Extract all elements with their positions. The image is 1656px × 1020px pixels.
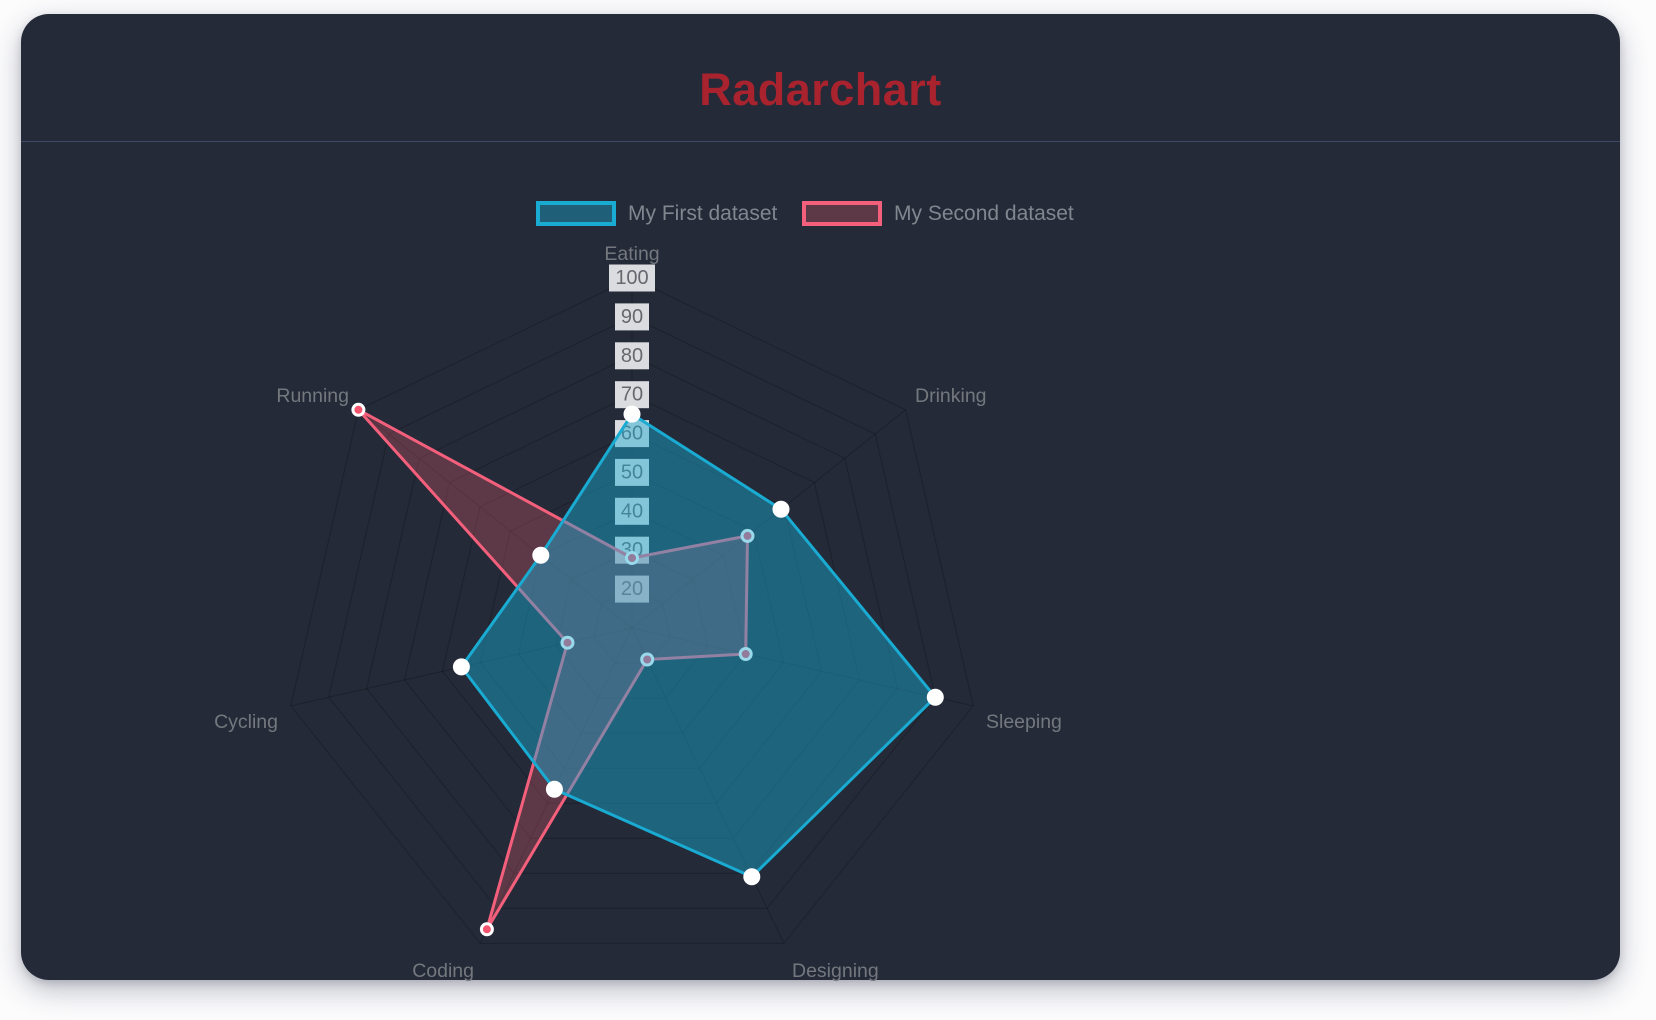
data-point bbox=[623, 405, 641, 423]
legend-item-first-dataset[interactable]: My First dataset bbox=[536, 201, 777, 226]
data-point bbox=[479, 922, 494, 937]
svg-text:100: 100 bbox=[615, 267, 648, 289]
axis-label-designing: Designing bbox=[792, 960, 879, 982]
legend-swatch-first-dataset bbox=[536, 201, 616, 226]
data-point bbox=[772, 500, 790, 518]
legend-label-second-dataset: My Second dataset bbox=[894, 201, 1074, 225]
chart-card: Radarchart bbox=[21, 14, 1620, 980]
data-point bbox=[532, 546, 550, 564]
data-point bbox=[545, 780, 563, 798]
svg-text:80: 80 bbox=[621, 345, 643, 367]
data-point bbox=[625, 551, 639, 565]
legend-item-second-dataset[interactable]: My Second dataset bbox=[802, 201, 1074, 226]
svg-text:40: 40 bbox=[621, 500, 643, 522]
data-point bbox=[560, 635, 575, 650]
axis-label-eating: Eating bbox=[604, 243, 659, 265]
axis-label-sleeping: Sleeping bbox=[986, 711, 1062, 733]
legend-swatch-second-dataset bbox=[802, 201, 882, 226]
svg-text:90: 90 bbox=[621, 306, 643, 328]
axis-label-coding: Coding bbox=[412, 960, 474, 982]
data-point bbox=[926, 688, 944, 706]
svg-text:20: 20 bbox=[621, 578, 643, 600]
radar-grid bbox=[290, 277, 974, 944]
axis-label-cycling: Cycling bbox=[214, 711, 278, 733]
axis-label-drinking: Drinking bbox=[915, 385, 987, 407]
data-point bbox=[743, 868, 761, 886]
data-point bbox=[738, 647, 753, 661]
data-point bbox=[740, 528, 755, 543]
data-point bbox=[351, 402, 366, 417]
page-title: Radarchart bbox=[699, 64, 942, 115]
title-divider bbox=[21, 141, 1620, 142]
axis-label-running: Running bbox=[276, 385, 349, 407]
svg-text:50: 50 bbox=[621, 461, 643, 483]
radar-axis-labels: Eating Drinking Sleeping Designing Coding Cyc… bbox=[214, 243, 1062, 982]
data-point bbox=[640, 652, 655, 667]
data-point bbox=[452, 658, 470, 676]
radar-series-0 bbox=[452, 405, 944, 886]
svg-text:60: 60 bbox=[621, 423, 643, 445]
svg-text:70: 70 bbox=[621, 384, 643, 406]
legend-label-first-dataset: My First dataset bbox=[628, 201, 778, 225]
radar-tick-labels: 2030405060708090100 bbox=[609, 264, 655, 603]
